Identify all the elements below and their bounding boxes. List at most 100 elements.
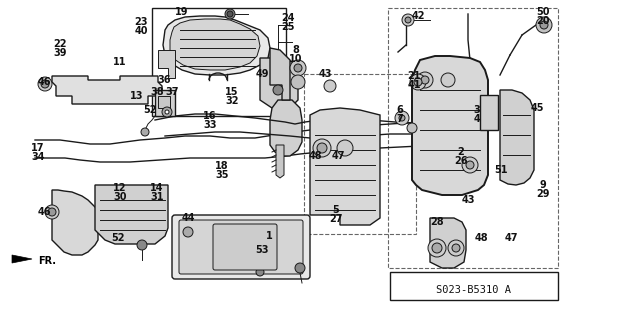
Text: FR.: FR.: [38, 256, 56, 266]
Circle shape: [441, 73, 455, 87]
Text: 34: 34: [31, 152, 45, 162]
Text: 42: 42: [412, 11, 425, 21]
Circle shape: [41, 80, 49, 88]
Text: 40: 40: [134, 26, 148, 36]
Polygon shape: [163, 16, 270, 75]
Circle shape: [399, 115, 405, 121]
Polygon shape: [430, 218, 466, 268]
Text: 47: 47: [332, 151, 345, 161]
Circle shape: [256, 268, 264, 276]
Circle shape: [294, 64, 302, 72]
Text: 20: 20: [536, 16, 550, 26]
Text: 7: 7: [397, 114, 403, 124]
Text: 30: 30: [113, 192, 127, 202]
Text: 41: 41: [407, 80, 420, 90]
Text: 25: 25: [281, 22, 295, 32]
Circle shape: [290, 60, 306, 76]
Text: 11: 11: [113, 57, 127, 67]
Text: 28: 28: [430, 217, 444, 227]
Polygon shape: [412, 56, 488, 195]
Text: 48: 48: [308, 151, 322, 161]
Circle shape: [337, 140, 353, 156]
Text: 26: 26: [454, 156, 468, 166]
Circle shape: [417, 72, 433, 88]
Circle shape: [162, 107, 172, 117]
Text: 50: 50: [536, 7, 550, 17]
Text: 43: 43: [318, 69, 332, 79]
Polygon shape: [270, 100, 302, 156]
Text: 44: 44: [181, 213, 195, 223]
FancyBboxPatch shape: [179, 220, 303, 274]
Circle shape: [536, 17, 552, 33]
Circle shape: [45, 205, 59, 219]
Text: 16: 16: [204, 111, 217, 121]
Circle shape: [414, 78, 422, 86]
Text: 45: 45: [531, 103, 544, 113]
Polygon shape: [252, 228, 282, 258]
Text: 3: 3: [474, 105, 481, 115]
Circle shape: [48, 208, 56, 216]
Text: 10: 10: [289, 54, 303, 64]
Text: 33: 33: [204, 120, 217, 130]
Text: 6: 6: [397, 105, 403, 115]
Text: 46: 46: [37, 207, 51, 217]
Polygon shape: [260, 58, 298, 110]
Circle shape: [540, 21, 548, 29]
Polygon shape: [500, 90, 534, 185]
Text: 1: 1: [266, 231, 273, 241]
Text: 9: 9: [540, 180, 547, 190]
Bar: [152, 8, 286, 116]
Circle shape: [225, 9, 235, 19]
Text: 13: 13: [131, 91, 144, 101]
Bar: [390, 272, 558, 300]
Circle shape: [405, 17, 411, 23]
Circle shape: [38, 77, 52, 91]
Text: 47: 47: [504, 233, 518, 243]
Polygon shape: [276, 145, 284, 178]
Circle shape: [421, 76, 429, 84]
Text: 23: 23: [134, 17, 148, 27]
Text: 14: 14: [150, 183, 164, 193]
Text: 53: 53: [255, 245, 269, 255]
Polygon shape: [158, 50, 175, 78]
Circle shape: [183, 227, 193, 237]
Text: 49: 49: [255, 69, 269, 79]
Text: 52: 52: [143, 105, 157, 115]
Circle shape: [466, 161, 474, 169]
Circle shape: [395, 111, 409, 125]
Polygon shape: [155, 90, 175, 116]
Circle shape: [313, 139, 331, 157]
Circle shape: [410, 74, 426, 90]
Text: 2: 2: [458, 147, 465, 157]
Circle shape: [227, 11, 233, 17]
Circle shape: [165, 110, 169, 114]
Circle shape: [448, 240, 464, 256]
Circle shape: [432, 243, 442, 253]
FancyBboxPatch shape: [172, 215, 310, 279]
Text: 21: 21: [407, 71, 420, 81]
Text: 32: 32: [225, 96, 239, 106]
Text: 15: 15: [225, 87, 239, 97]
Bar: [388, 8, 558, 268]
Text: 29: 29: [536, 189, 550, 199]
Text: 8: 8: [292, 45, 300, 55]
Text: 12: 12: [113, 183, 127, 193]
Text: 5: 5: [333, 205, 339, 215]
FancyBboxPatch shape: [213, 224, 277, 270]
Text: 38: 38: [150, 87, 164, 97]
Text: 51: 51: [494, 165, 508, 175]
Text: 35: 35: [215, 170, 228, 180]
Circle shape: [462, 157, 478, 173]
Polygon shape: [52, 76, 162, 104]
Circle shape: [295, 263, 305, 273]
Polygon shape: [480, 95, 498, 130]
Polygon shape: [95, 185, 168, 244]
Text: 27: 27: [329, 214, 343, 224]
Text: 46: 46: [37, 77, 51, 87]
Polygon shape: [170, 19, 260, 70]
Text: 17: 17: [31, 143, 45, 153]
Text: 43: 43: [461, 195, 475, 205]
Polygon shape: [12, 255, 32, 263]
Text: 37: 37: [165, 87, 179, 97]
Text: S023-B5310 A: S023-B5310 A: [436, 285, 511, 295]
